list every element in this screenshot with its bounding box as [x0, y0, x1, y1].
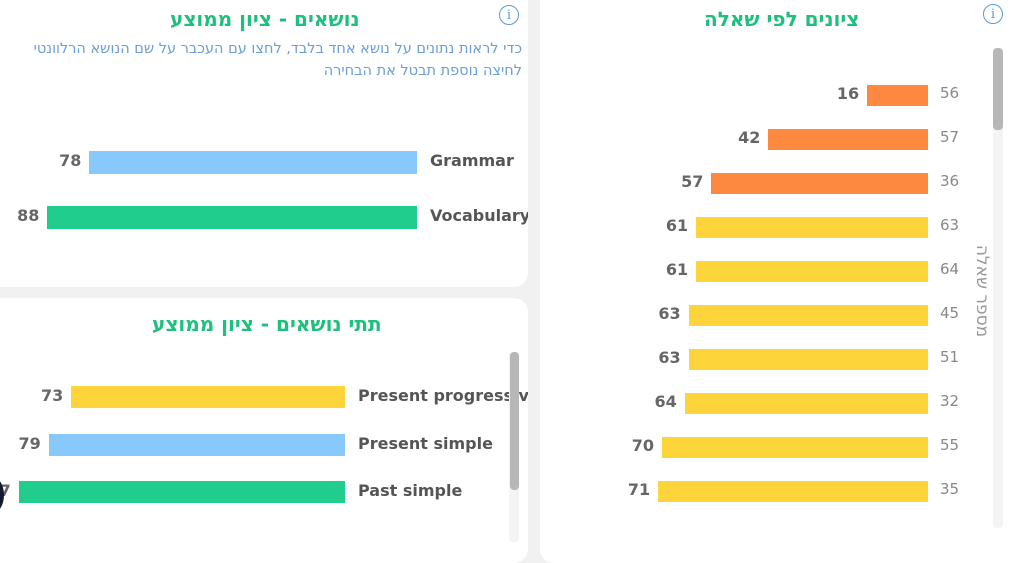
question-number: 56: [940, 84, 960, 102]
question-number: 64: [940, 260, 960, 278]
questions-card: ציונים לפי שאלה i 16 56 42 57 57 36 61 63 61 64 63…: [540, 0, 1010, 563]
bar-51[interactable]: [688, 348, 928, 370]
question-number: 57: [940, 128, 960, 146]
question-number: 32: [940, 392, 960, 410]
bar-45[interactable]: [688, 304, 928, 326]
question-number: 36: [940, 172, 960, 190]
questions-scrollbar-thumb[interactable]: [993, 48, 1003, 130]
value-label: 70: [631, 436, 654, 455]
value-label: 64: [654, 392, 677, 411]
question-number: 51: [940, 348, 960, 366]
info-icon[interactable]: i: [983, 4, 1003, 24]
category-label[interactable]: Past simple: [358, 481, 463, 500]
bar-present-simple[interactable]: [48, 433, 345, 456]
subtopics-card: תתי נושאים - ציון ממוצע 73 Present progre…: [0, 298, 528, 563]
question-number: 55: [940, 436, 960, 454]
bar-35[interactable]: [658, 480, 928, 502]
question-number: 63: [940, 216, 960, 234]
category-label[interactable]: Grammar: [430, 151, 514, 170]
value-label: 71: [627, 480, 651, 499]
topics-card: נושאים - ציון ממוצע i כדי לראות נתונים ע…: [0, 0, 528, 287]
category-label[interactable]: Vocabulary: [430, 206, 528, 225]
topics-hint: כדי לראות נתונים על נושא אחד בלבד, לחצו …: [33, 41, 522, 79]
subtopics-scrollbar-thumb[interactable]: [510, 352, 519, 490]
value-label: 61: [665, 216, 689, 235]
bar-grammar[interactable]: [89, 150, 417, 174]
bar-vocabulary[interactable]: [47, 205, 417, 229]
questions-card-title: ציונים לפי שאלה: [704, 7, 860, 31]
category-label[interactable]: Present progressive: [358, 386, 528, 405]
value-label: 79: [18, 433, 41, 453]
bar-32[interactable]: [684, 392, 928, 414]
question-number: 45: [940, 304, 960, 322]
bar-past-simple[interactable]: [18, 481, 345, 503]
y-axis-title: מספר שאלה: [972, 244, 992, 338]
value-label: 87: [0, 481, 11, 500]
info-icon[interactable]: i: [499, 5, 519, 25]
value-label: 57: [681, 172, 704, 191]
questions-scrollbar-track[interactable]: [993, 48, 1003, 528]
value-label: 16: [836, 84, 860, 103]
bar-present-progressive[interactable]: [71, 386, 345, 408]
value-label: 88: [17, 206, 40, 225]
value-label: 61: [665, 260, 689, 279]
bar-56[interactable]: [867, 84, 928, 106]
floating-button[interactable]: [0, 478, 4, 512]
value-label: 63: [658, 304, 681, 323]
bar-55[interactable]: [662, 436, 928, 458]
value-label: 78: [59, 151, 82, 170]
bar-64[interactable]: [696, 260, 928, 282]
question-number: 35: [940, 480, 960, 498]
category-label[interactable]: Present simple: [358, 433, 493, 453]
value-label: 42: [738, 128, 761, 147]
value-label: 73: [40, 386, 64, 405]
bar-57[interactable]: [768, 128, 928, 150]
value-label: 63: [658, 348, 681, 367]
topics-card-title: נושאים - ציון ממוצע: [170, 7, 360, 31]
subtopics-card-title: תתי נושאים - ציון ממוצע: [152, 312, 382, 336]
bar-36[interactable]: [711, 172, 928, 194]
bar-63[interactable]: [696, 216, 928, 238]
